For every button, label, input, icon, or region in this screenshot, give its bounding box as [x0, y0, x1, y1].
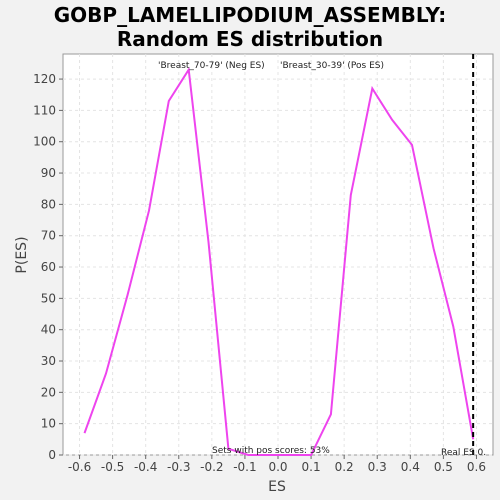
y-tick-label: 80 [41, 197, 56, 211]
y-tick-label: 90 [41, 166, 56, 180]
y-tick-label: 10 [41, 417, 56, 431]
y-tick-label: 70 [41, 229, 56, 243]
y-axis-title: P(ES) [14, 236, 30, 273]
y-tick-label: 20 [41, 385, 56, 399]
y-tick-label: 100 [33, 135, 56, 149]
y-tick-label: 30 [41, 354, 56, 368]
y-tick-label: 120 [33, 72, 56, 86]
x-tick-label: 0.3 [368, 460, 387, 474]
x-tick-label: 0.2 [335, 460, 354, 474]
x-tick-label: -0.1 [233, 460, 256, 474]
axis-ticks: -0.6 -0.5 -0.4 -0.3 -0.2 -0.1 0.0 0.1 0.2 0.3 0.4 0… [33, 72, 486, 474]
pos-scores-annotation: Sets with pos scores: 53% [212, 446, 330, 456]
x-tick-label: 0.1 [302, 460, 321, 474]
x-tick-label: -0.2 [200, 460, 223, 474]
y-tick-label: 50 [41, 291, 56, 305]
grid [63, 54, 493, 456]
y-tick-label: 110 [33, 103, 56, 117]
x-tick-label: -0.6 [68, 460, 91, 474]
x-tick-label: -0.3 [167, 460, 190, 474]
x-tick-label: 0.0 [268, 460, 287, 474]
legend-pos-es: 'Breast_30-39' (Pos ES) [280, 61, 384, 71]
chart-title-line1: GOBP_LAMELLIPODIUM_ASSEMBLY: [53, 3, 447, 27]
y-tick-label: 0 [48, 448, 56, 462]
y-tick-label: 40 [41, 323, 56, 337]
x-tick-label: 0.4 [401, 460, 420, 474]
real-es-annotation: Real ES 0. [441, 448, 486, 458]
x-tick-label: 0.5 [434, 460, 453, 474]
legend-neg-es: 'Breast_70-79' (Neg ES) [158, 61, 265, 71]
x-tick-label: -0.4 [134, 460, 157, 474]
series-line [83, 66, 475, 456]
x-axis-title: ES [268, 479, 286, 495]
x-tick-label: 0.6 [467, 460, 486, 474]
x-tick-label: -0.5 [101, 460, 124, 474]
y-tick-label: 60 [41, 260, 56, 274]
chart-title-line2: Random ES distribution [116, 27, 384, 51]
